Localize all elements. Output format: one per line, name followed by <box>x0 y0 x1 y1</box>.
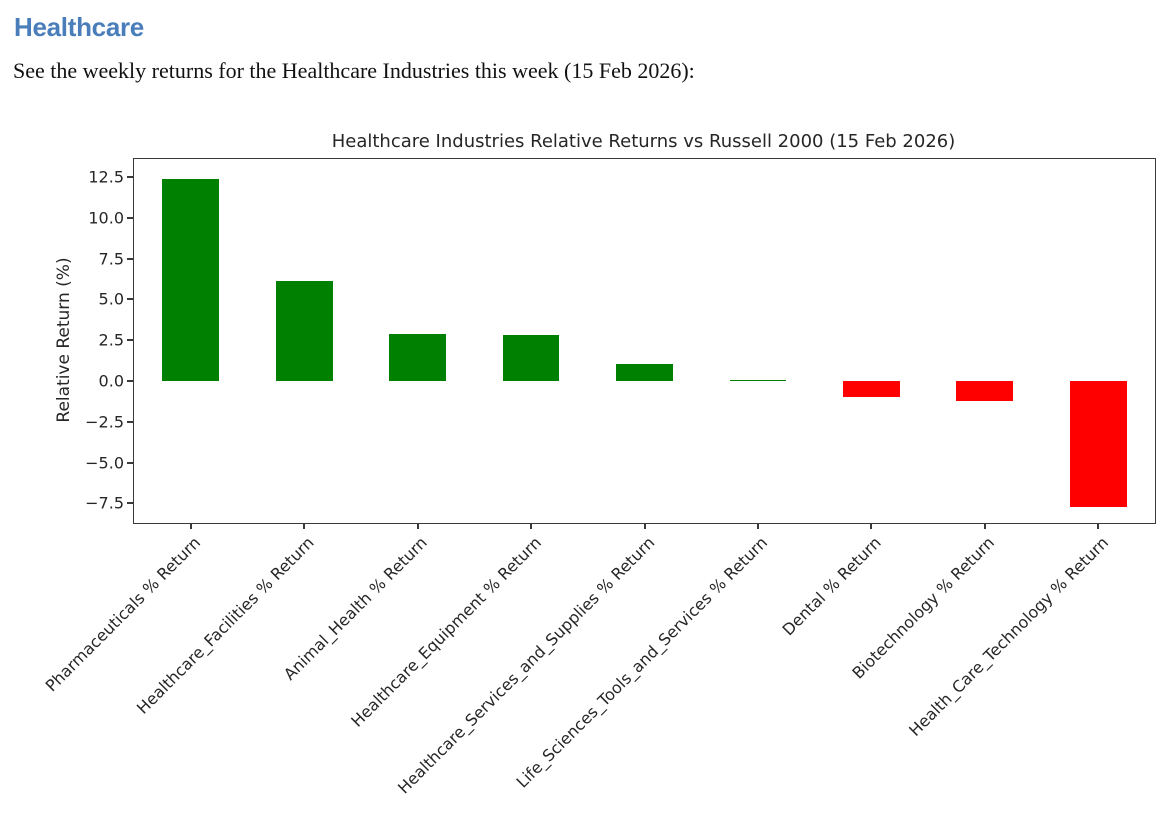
y-tick-mark <box>127 420 133 423</box>
bar <box>1069 380 1127 507</box>
bar <box>502 335 560 381</box>
x-tick-mark <box>189 523 192 529</box>
y-tick-label: 12.5 <box>88 167 124 187</box>
y-tick-mark <box>127 379 133 382</box>
x-tick-mark <box>643 523 646 529</box>
chart-title: Healthcare Industries Relative Returns v… <box>331 131 956 152</box>
x-tick-mark <box>530 523 533 529</box>
plot-area: 12.5 10.0 7.5 5.0 2.5 0.0 −2.5 −5.0 −7.5 Pharmace… <box>42 158 1156 797</box>
bar <box>616 363 673 381</box>
y-tick-mark <box>127 502 133 505</box>
y-tick-label: −7.5 <box>85 493 124 513</box>
y-tick-label: 0.0 <box>98 371 124 391</box>
bar <box>162 178 220 381</box>
x-tick-mark <box>1097 523 1100 529</box>
y-tick-label: −2.5 <box>85 412 124 432</box>
bar <box>275 281 333 381</box>
y-tick-mark <box>127 298 133 301</box>
x-tick-mark <box>983 523 986 529</box>
page-title: Healthcare <box>14 12 144 42</box>
bar <box>843 380 900 398</box>
y-tick-mark <box>127 175 133 178</box>
y-tick-mark <box>127 216 133 219</box>
y-tick-label: −5.0 <box>85 453 124 473</box>
y-tick-label: 10.0 <box>88 208 124 228</box>
subtitle-text: See the weekly returns for the Healthcar… <box>13 58 695 83</box>
y-tick-label: 2.5 <box>98 330 124 350</box>
x-tick-mark <box>756 523 759 529</box>
x-tick-mark <box>303 523 306 529</box>
x-tick-mark <box>870 523 873 529</box>
bar <box>389 333 446 381</box>
y-tick-label: 7.5 <box>98 249 124 269</box>
y-tick-mark <box>127 339 133 342</box>
bar <box>729 379 787 381</box>
y-tick-label: 5.0 <box>98 289 124 309</box>
y-tick-mark <box>127 257 133 260</box>
bar <box>956 380 1014 402</box>
y-tick-mark <box>127 461 133 464</box>
x-tick-mark <box>416 523 419 529</box>
